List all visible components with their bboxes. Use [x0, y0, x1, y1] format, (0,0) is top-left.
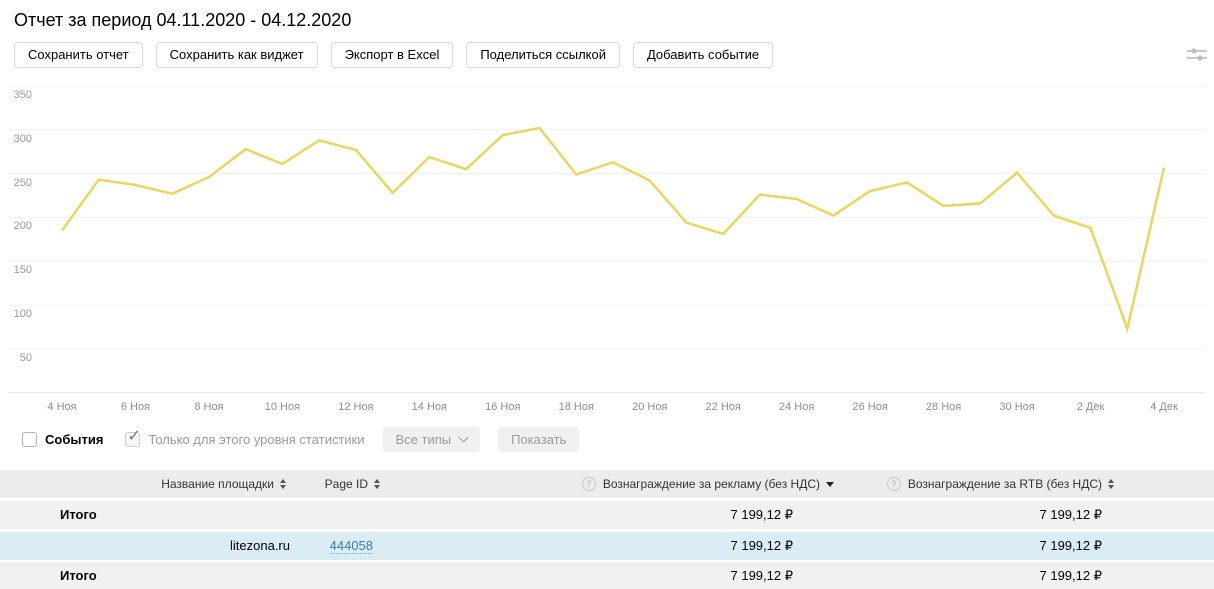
- y-axis-label: 300: [13, 132, 32, 145]
- toolbar: Сохранить отчет Сохранить как виджет Экс…: [14, 42, 786, 68]
- x-axis-label: 16 Ноя: [485, 401, 521, 413]
- rtb-reward-value: 7 199,12 ₽: [1039, 538, 1103, 553]
- share-link-button[interactable]: Поделиться ссылкой: [466, 42, 620, 68]
- series-line: [60, 126, 1166, 334]
- y-axis-label: 200: [13, 220, 32, 233]
- rtb-reward-value: 7 199,12 ₽: [1039, 568, 1103, 583]
- column-header-page-id[interactable]: Page ID: [310, 470, 410, 498]
- column-header-label: Page ID: [324, 477, 368, 491]
- table-header-row: Название площадки Page ID ? Вознагражден…: [0, 470, 1214, 498]
- chevron-down-icon: [458, 432, 469, 442]
- events-checkbox[interactable]: [22, 431, 37, 447]
- column-header-label: Вознаграждение за рекламу (без НДС): [602, 477, 820, 491]
- y-axis-label: 350: [13, 89, 32, 101]
- x-axis-label: 12 Ноя: [338, 401, 374, 413]
- y-axis-label: 100: [13, 308, 32, 320]
- y-axis-label: 50: [19, 351, 32, 364]
- help-icon[interactable]: ?: [581, 477, 596, 491]
- sort-both-icon: [374, 479, 380, 489]
- table-row-total-top: Итого 7 199,12 ₽ 7 199,12 ₽: [0, 501, 1214, 529]
- events-checkbox-label[interactable]: События: [45, 431, 104, 447]
- help-icon[interactable]: ?: [886, 477, 901, 491]
- column-header-rtb-reward[interactable]: ? Вознаграждение за RTB (без НДС): [838, 470, 1214, 498]
- level-checkbox[interactable]: ✓: [125, 428, 141, 447]
- x-axis-label: 2 Дек: [1076, 401, 1105, 413]
- rtb-reward-value: 7 199,12 ₽: [1039, 507, 1103, 522]
- sort-desc-icon: [826, 481, 834, 487]
- chart-filters: События ✓ Только для этого уровня статис…: [22, 426, 580, 452]
- event-types-select[interactable]: Все типы: [382, 426, 481, 452]
- save-as-widget-button[interactable]: Сохранить как виджет: [155, 42, 318, 68]
- page-id-cell: [310, 501, 410, 529]
- x-axis-label: 4 Дек: [1150, 401, 1178, 413]
- chart-svg: [8, 85, 1206, 394]
- table-row-total-bottom: Итого 7 199,12 ₽ 7 199,12 ₽: [0, 562, 1214, 589]
- x-axis-label: 14 Ноя: [411, 401, 447, 413]
- report-chart: 50 100 150 200 250 300 350 4 Ноя 6 Ноя 8 Ноя 10 Но…: [0, 70, 1214, 420]
- ads-reward-value: 7 199,12 ₽: [730, 538, 794, 553]
- column-header-label: Название площадки: [161, 477, 274, 491]
- ads-reward-value: 7 199,12 ₽: [730, 507, 794, 522]
- y-axis-label: 150: [13, 264, 32, 277]
- x-axis-label: 4 Ноя: [47, 401, 77, 413]
- x-axis-label: 8 Ноя: [194, 401, 224, 413]
- x-axis-label: 26 Ноя: [852, 401, 888, 413]
- sliders-icon[interactable]: [1186, 46, 1208, 64]
- sort-both-icon: [1108, 479, 1114, 489]
- column-header-ads-reward[interactable]: ? Вознаграждение за рекламу (без НДС): [410, 470, 838, 498]
- x-axis-label: 6 Ноя: [120, 401, 151, 413]
- page-title: Отчет за период 04.11.2020 - 04.12.2020: [14, 10, 352, 30]
- site-name: litezona.ru: [230, 538, 290, 553]
- table-row-site[interactable]: litezona.ru 444058 7 199,12 ₽ 7 199,12 ₽: [0, 532, 1214, 560]
- page-id-link[interactable]: 444058: [329, 538, 373, 554]
- report-table: Название площадки Page ID ? Вознагражден…: [0, 470, 1214, 589]
- check-icon: ✓: [127, 427, 141, 445]
- sort-both-icon: [280, 479, 286, 489]
- save-report-button[interactable]: Сохранить отчет: [14, 42, 143, 68]
- x-axis-label: 28 Ноя: [925, 401, 962, 413]
- row-label: Итого: [60, 507, 97, 522]
- export-excel-button[interactable]: Экспорт в Excel: [330, 42, 454, 68]
- x-axis-label: 10 Ноя: [264, 401, 301, 413]
- page-id-cell: [310, 562, 410, 589]
- x-axis-label: 20 Ноя: [632, 401, 668, 413]
- y-axis-label: 250: [13, 176, 32, 189]
- x-axis-label: 22 Ноя: [705, 401, 741, 413]
- ads-reward-value: 7 199,12 ₽: [730, 568, 794, 583]
- row-label: Итого: [60, 568, 97, 583]
- x-axis-label: 18 Ноя: [558, 401, 594, 413]
- x-axis-label: 30 Ноя: [999, 401, 1035, 413]
- event-types-select-label: Все типы: [395, 431, 452, 447]
- level-checkbox-label[interactable]: Только для этого уровня статистики: [148, 431, 365, 447]
- x-axis-label: 24 Ноя: [779, 401, 815, 413]
- column-header-site-name[interactable]: Название площадки: [0, 470, 310, 498]
- page-id-cell: 444058: [310, 532, 410, 560]
- column-header-label: Вознаграждение за RTB (без НДС): [907, 477, 1102, 491]
- add-event-button[interactable]: Добавить событие: [632, 42, 774, 68]
- show-button[interactable]: Показать: [498, 426, 580, 452]
